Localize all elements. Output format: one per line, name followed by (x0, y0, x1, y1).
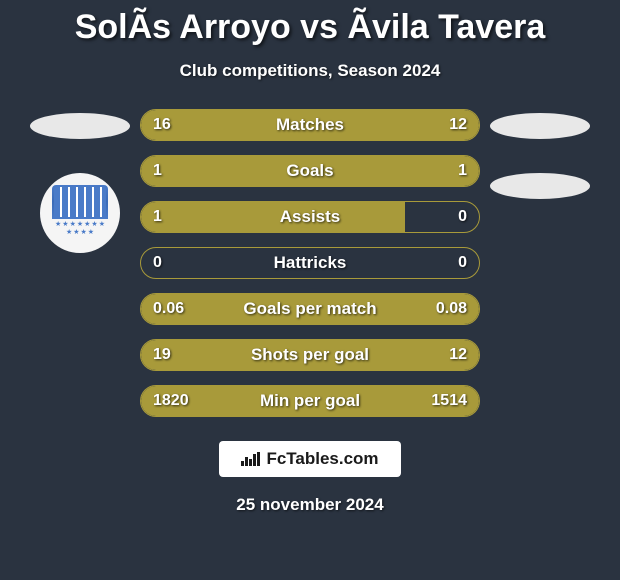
stats-area: ★★★★★★ ★★★★★ 16 12 Matches 1 1 Goals 1 0 Assists… (0, 109, 620, 417)
stat-value-left: 16 (153, 116, 171, 134)
stat-value-right: 1514 (431, 392, 467, 410)
page-subtitle: Club competitions, Season 2024 (180, 61, 441, 81)
left-avatar-column: ★★★★★★ ★★★★★ (30, 109, 130, 253)
stat-label: Shots per goal (251, 345, 369, 365)
stat-bar-left (141, 156, 310, 186)
stat-value-right: 12 (449, 116, 467, 134)
stat-label: Min per goal (260, 391, 360, 411)
club-badge-left: ★★★★★★ ★★★★★ (40, 173, 120, 253)
stat-value-left: 0 (153, 254, 162, 272)
right-avatar-column (490, 109, 590, 199)
stat-label: Assists (280, 207, 340, 227)
stat-value-right: 0.08 (436, 300, 467, 318)
club-placeholder-right (490, 173, 590, 199)
stat-value-right: 0 (458, 208, 467, 226)
stat-value-left: 0.06 (153, 300, 184, 318)
stat-value-right: 1 (458, 162, 467, 180)
stat-row: 0.06 0.08 Goals per match (140, 293, 480, 325)
stat-row: 19 12 Shots per goal (140, 339, 480, 371)
chart-icon (241, 452, 260, 466)
page-container: SolÃ­s Arroyo vs Ãvila Tavera Club compe… (0, 0, 620, 580)
player-placeholder-right (490, 113, 590, 139)
footer-date: 25 november 2024 (236, 495, 383, 515)
stat-row: 1820 1514 Min per goal (140, 385, 480, 417)
footer-brand-text: FcTables.com (266, 449, 378, 469)
stat-label: Hattricks (274, 253, 347, 273)
stat-row: 16 12 Matches (140, 109, 480, 141)
stat-value-left: 1 (153, 208, 162, 226)
stat-row: 1 0 Assists (140, 201, 480, 233)
footer-brand-badge: FcTables.com (219, 441, 400, 477)
stat-label: Matches (276, 115, 344, 135)
stat-value-left: 19 (153, 346, 171, 364)
page-title: SolÃ­s Arroyo vs Ãvila Tavera (75, 8, 546, 47)
stat-value-left: 1820 (153, 392, 189, 410)
stat-label: Goals (286, 161, 333, 181)
stat-row: 0 0 Hattricks (140, 247, 480, 279)
stat-value-right: 12 (449, 346, 467, 364)
stat-label: Goals per match (243, 299, 376, 319)
stat-value-right: 0 (458, 254, 467, 272)
club-logo-icon: ★★★★★★ ★★★★★ (52, 185, 108, 241)
player-placeholder-left (30, 113, 130, 139)
stat-value-left: 1 (153, 162, 162, 180)
stat-bar-left (141, 202, 405, 232)
stat-rows: 16 12 Matches 1 1 Goals 1 0 Assists 0 0 Hattricks 0.… (140, 109, 480, 417)
stat-row: 1 1 Goals (140, 155, 480, 187)
stat-bar-right (310, 156, 479, 186)
